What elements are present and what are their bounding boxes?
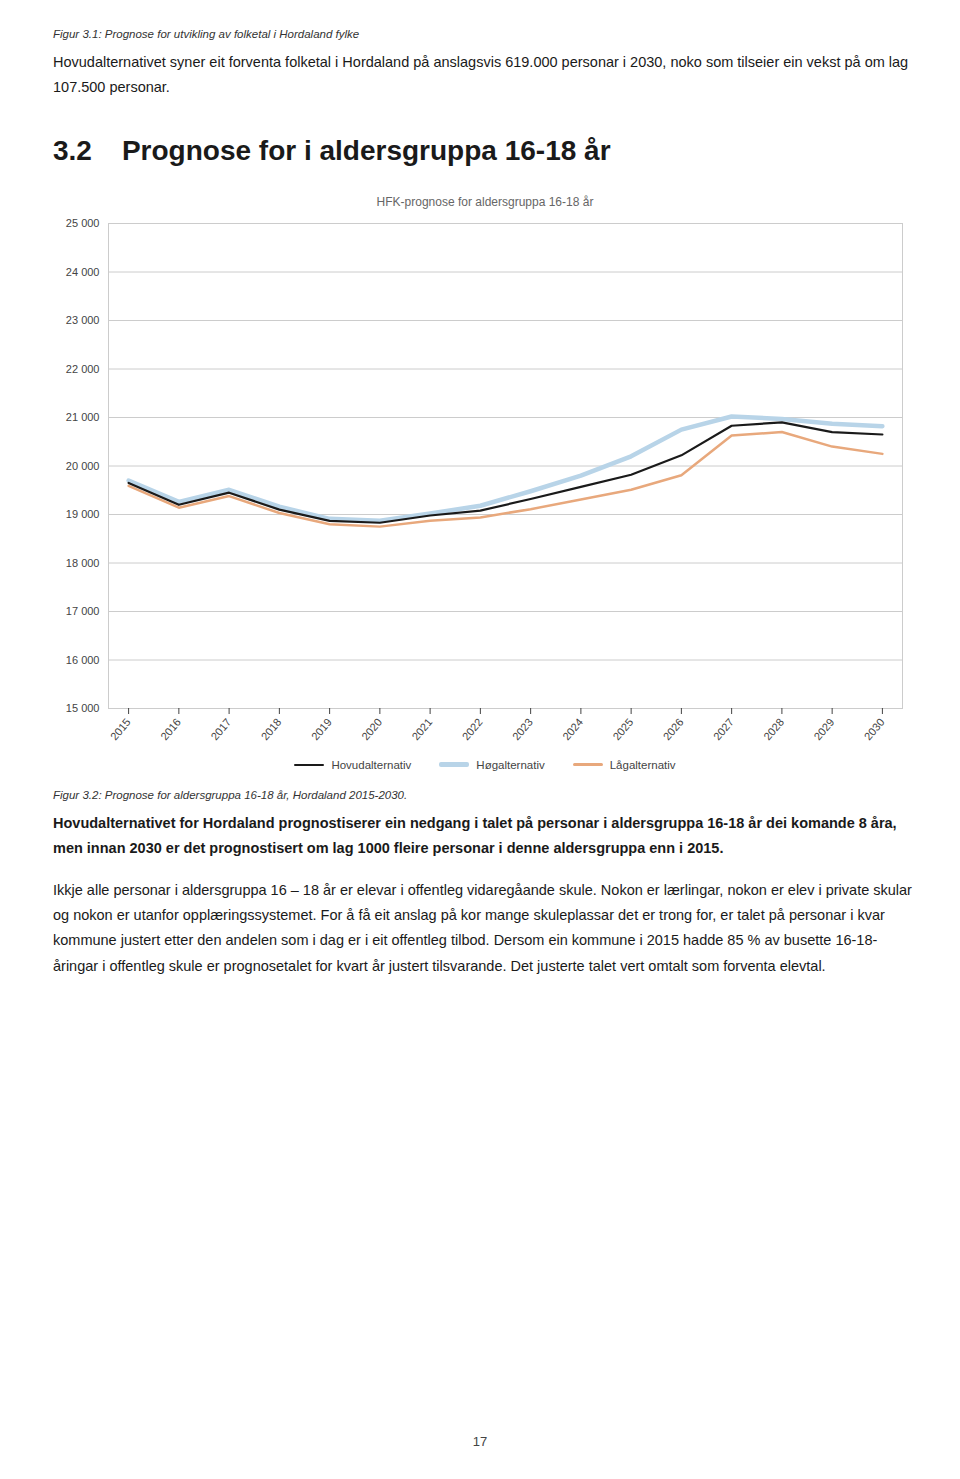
- svg-text:21 000: 21 000: [66, 411, 100, 423]
- svg-text:2027: 2027: [711, 716, 736, 742]
- html-text:Høgalternativ: Høgalternativ: [476, 758, 545, 771]
- svg-text:19 000: 19 000: [66, 508, 100, 520]
- svg-text:16 000: 16 000: [66, 653, 100, 665]
- svg-text:22 000: 22 000: [66, 362, 100, 374]
- html-text:17: 17: [472, 1434, 488, 1449]
- svg-text:15 000: 15 000: [66, 702, 100, 714]
- svg-text:20 000: 20 000: [66, 459, 100, 471]
- html-text:Lågalternativ: Lågalternativ: [609, 758, 676, 771]
- html-text:Prognose for i aldersgruppa 16: Prognose for i aldersgruppa 16-18 år: [121, 134, 611, 166]
- svg-text:24 000: 24 000: [66, 265, 100, 277]
- svg-text:2029: 2029: [811, 716, 836, 742]
- svg-text:2021: 2021: [409, 716, 434, 742]
- svg-text:2018: 2018: [259, 716, 284, 742]
- svg-text:17 000: 17 000: [66, 605, 100, 617]
- svg-text:25 000: 25 000: [66, 217, 100, 229]
- svg-text:2022: 2022: [460, 716, 485, 742]
- svg-text:2020: 2020: [359, 716, 384, 742]
- svg-text:2024: 2024: [560, 716, 585, 742]
- svg-text:2015: 2015: [108, 716, 133, 742]
- svg-text:2019: 2019: [309, 716, 334, 742]
- svg-text:2030: 2030: [862, 716, 887, 742]
- svg-text:2023: 2023: [510, 716, 535, 742]
- html-text:Ikkje alle personar i aldersgr: Ikkje alle personar i aldersgruppa 16 – …: [53, 881, 912, 974]
- svg-text:2016: 2016: [158, 716, 183, 742]
- html-text:3.2: 3.2: [53, 134, 92, 166]
- svg-text:2026: 2026: [661, 716, 686, 742]
- svg-text:2025: 2025: [610, 716, 635, 742]
- html-text:Hovudalternativet for Hordalan: Hovudalternativet for Hordaland prognost…: [53, 814, 897, 857]
- svg-text:23 000: 23 000: [66, 314, 100, 326]
- html-text:HFK-prognose for aldersgruppa: HFK-prognose for aldersgruppa 16-18 år: [376, 194, 594, 209]
- html-text:Hovudalternativet syner eit fo: Hovudalternativet syner eit forventa fol…: [53, 54, 909, 96]
- svg-text:18 000: 18 000: [66, 556, 100, 568]
- html-text:Figur 3.2: Prognose for alders: Figur 3.2: Prognose for aldersgruppa 16-…: [53, 788, 408, 801]
- svg-text:2017: 2017: [208, 716, 233, 742]
- svg-text:2028: 2028: [761, 716, 786, 742]
- html-text:Hovudalternativ: Hovudalternativ: [331, 758, 412, 771]
- html-text:Figur 3.1: Prognose for utvikl: Figur 3.1: Prognose for utvikling av fol…: [53, 28, 360, 40]
